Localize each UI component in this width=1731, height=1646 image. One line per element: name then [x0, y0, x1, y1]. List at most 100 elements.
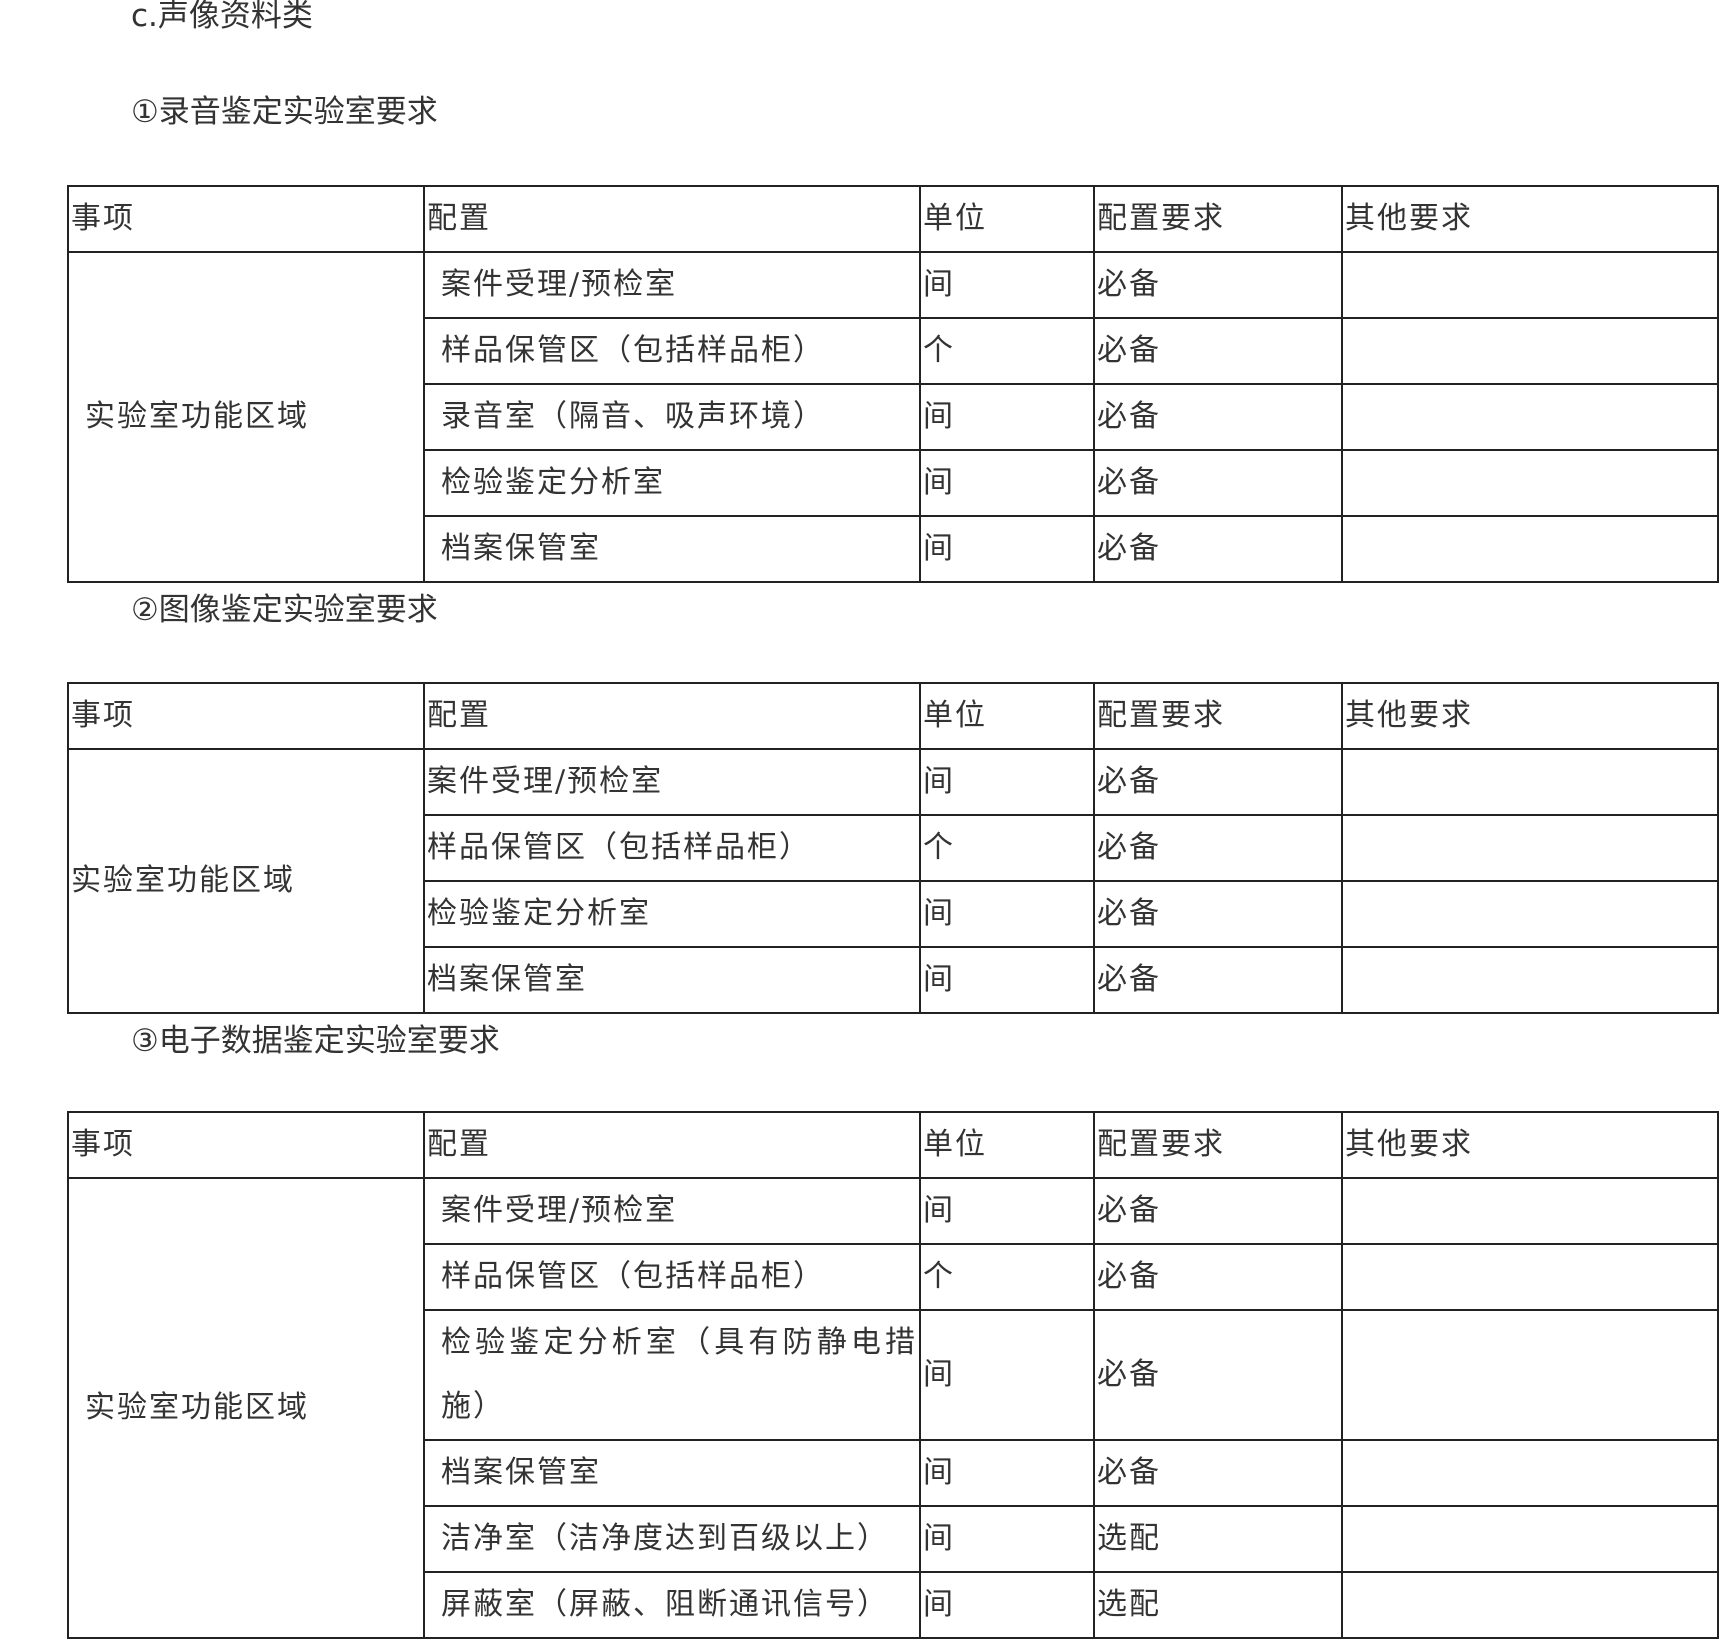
header-cell: 配置: [423, 682, 921, 750]
row: 洁净室（洁净度达到百级以上）间选配: [68, 1505, 1719, 1573]
empty-cell: [1341, 814, 1719, 882]
empty-cell: [1341, 317, 1719, 385]
empty-cell: [1341, 1439, 1719, 1507]
cell: 间: [919, 1177, 1095, 1245]
empty-cell: [1341, 449, 1719, 517]
empty-cell: [1341, 1177, 1719, 1245]
header-cell: 配置要求: [1093, 185, 1343, 253]
cell: 样品保管区（包括样品柜）: [423, 317, 921, 385]
table: 事项 配置 单位 配置要求 其他要求 实验室功能区域 案件受理/预检室间必备 样品保管区（包括…: [67, 185, 1719, 583]
header-cell: 单位: [919, 1111, 1095, 1179]
section-title: ①录音鉴定实验室要求: [131, 94, 438, 130]
header-cell: 其他要求: [1341, 682, 1719, 750]
cell: 个: [919, 317, 1095, 385]
cell: 间: [919, 449, 1095, 517]
cell: 间: [919, 946, 1095, 1014]
row: 检验鉴定分析室（具有防静电措施）间必备: [68, 1309, 1719, 1441]
cell: 必备: [1093, 748, 1343, 816]
cell: 必备: [1093, 317, 1343, 385]
row: 实验室功能区域 案件受理/预检室间必备: [67, 1177, 1719, 1639]
row: 档案保管室间必备: [68, 515, 1719, 583]
header-cell: 事项: [67, 682, 425, 750]
cell: 必备: [1093, 1177, 1343, 1245]
cell: 间: [919, 1439, 1095, 1507]
cell: 检验鉴定分析室: [423, 880, 921, 948]
cell: 档案保管室: [423, 515, 921, 583]
empty-cell: [1341, 1571, 1719, 1639]
row: 档案保管室间必备: [68, 1439, 1719, 1507]
header-cell: 事项: [67, 185, 425, 253]
row: 检验鉴定分析室间必备: [68, 880, 1719, 948]
cell: 选配: [1093, 1505, 1343, 1573]
cell: 间: [919, 748, 1095, 816]
cell: 个: [919, 1243, 1095, 1311]
cell: 间: [919, 383, 1095, 451]
header-cell: 单位: [919, 185, 1095, 253]
cell: 间: [919, 1309, 1095, 1441]
header-row: 事项 配置 单位 配置要求 其他要求: [67, 682, 1719, 750]
cell: 样品保管区（包括样品柜）: [423, 814, 921, 882]
cell: 选配: [1093, 1571, 1343, 1639]
row: 档案保管室间必备: [68, 946, 1719, 1014]
row: 屏蔽室（屏蔽、阻断通讯信号）间选配: [68, 1571, 1719, 1639]
table: 事项 配置 单位 配置要求 其他要求 实验室功能区域 案件受理/预检室间必备 样品保管区（包括…: [67, 1111, 1719, 1639]
cell: 间: [919, 1505, 1095, 1573]
empty-cell: [1341, 1243, 1719, 1311]
header-cell: 其他要求: [1341, 1111, 1719, 1179]
cell: 必备: [1093, 1439, 1343, 1507]
group-cell: 实验室功能区域: [67, 251, 425, 583]
row: 实验室功能区域 案件受理/预检室间必备: [67, 251, 1719, 583]
group-cell: 实验室功能区域: [67, 1177, 425, 1639]
row: 录音室（隔音、吸声环境）间必备: [68, 383, 1719, 451]
cell: 档案保管室: [423, 1439, 921, 1507]
cell: 必备: [1093, 946, 1343, 1014]
cell: 档案保管室: [423, 946, 921, 1014]
empty-cell: [1341, 946, 1719, 1014]
empty-cell: [1341, 515, 1719, 583]
cell: 案件受理/预检室: [423, 748, 921, 816]
empty-cell: [1341, 383, 1719, 451]
heading: c.声像资料类: [131, 0, 313, 34]
row: 检验鉴定分析室间必备: [68, 449, 1719, 517]
empty-cell: [1341, 880, 1719, 948]
row: 样品保管区（包括样品柜）个必备: [68, 1243, 1719, 1311]
cell: 间: [919, 515, 1095, 583]
cell: 必备: [1093, 880, 1343, 948]
cell: 洁净室（洁净度达到百级以上）: [423, 1505, 921, 1573]
cell: 间: [919, 251, 1095, 319]
cell: 必备: [1093, 515, 1343, 583]
empty-cell: [1341, 748, 1719, 816]
cell: 必备: [1093, 1309, 1343, 1441]
cell: 必备: [1093, 1243, 1343, 1311]
cell: 屏蔽室（屏蔽、阻断通讯信号）: [423, 1571, 921, 1639]
header-cell: 配置: [423, 185, 921, 253]
row: 实验室功能区域 案件受理/预检室间必备: [67, 748, 1719, 1014]
cell: 必备: [1093, 383, 1343, 451]
cell: 必备: [1093, 814, 1343, 882]
cell: 间: [919, 1571, 1095, 1639]
cell: 案件受理/预检室: [423, 1177, 921, 1245]
header-cell: 配置要求: [1093, 682, 1343, 750]
cell: 案件受理/预检室: [423, 251, 921, 319]
cell: 必备: [1093, 251, 1343, 319]
header-cell: 其他要求: [1341, 185, 1719, 253]
header-cell: 配置: [423, 1111, 921, 1179]
header-row: 事项 配置 单位 配置要求 其他要求: [67, 1111, 1719, 1179]
row: 样品保管区（包括样品柜）个必备: [68, 317, 1719, 385]
cell: 录音室（隔音、吸声环境）: [423, 383, 921, 451]
cell: 必备: [1093, 449, 1343, 517]
cell: 检验鉴定分析室（具有防静电措施）: [423, 1309, 921, 1441]
table: 事项 配置 单位 配置要求 其他要求 实验室功能区域 案件受理/预检室间必备 样品保管区（包括…: [67, 682, 1719, 1014]
cell: 个: [919, 814, 1095, 882]
row: 样品保管区（包括样品柜）个必备: [68, 814, 1719, 882]
empty-cell: [1341, 251, 1719, 319]
section-title: ②图像鉴定实验室要求: [131, 592, 438, 628]
empty-cell: [1341, 1309, 1719, 1441]
group-cell: 实验室功能区域: [67, 748, 425, 1014]
section-title: ③电子数据鉴定实验室要求: [131, 1023, 500, 1059]
header-cell: 配置要求: [1093, 1111, 1343, 1179]
header-cell: 事项: [67, 1111, 425, 1179]
cell: 样品保管区（包括样品柜）: [423, 1243, 921, 1311]
empty-cell: [1341, 1505, 1719, 1573]
